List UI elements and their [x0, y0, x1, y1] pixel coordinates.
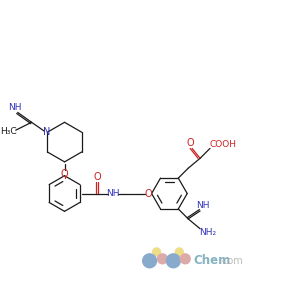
Circle shape [175, 248, 183, 256]
Text: NH: NH [106, 188, 120, 197]
Circle shape [167, 254, 180, 268]
Text: imine: imine [210, 194, 230, 200]
Text: O: O [145, 188, 152, 199]
Text: H₃C: H₃C [1, 127, 17, 136]
Text: NH₂: NH₂ [200, 228, 217, 237]
Text: COOH: COOH [209, 140, 236, 149]
Text: NH: NH [8, 103, 22, 112]
Circle shape [158, 254, 167, 264]
Text: O: O [93, 172, 101, 182]
Text: N: N [43, 127, 50, 137]
Text: O: O [61, 169, 68, 179]
Circle shape [143, 254, 157, 268]
Text: .com: .com [219, 256, 243, 266]
Text: NH: NH [196, 202, 210, 211]
Text: Chem: Chem [193, 254, 230, 267]
Text: =: = [6, 97, 14, 106]
Circle shape [180, 254, 190, 264]
Text: HO: HO [206, 131, 220, 140]
Circle shape [153, 248, 160, 256]
Text: O: O [186, 139, 194, 148]
